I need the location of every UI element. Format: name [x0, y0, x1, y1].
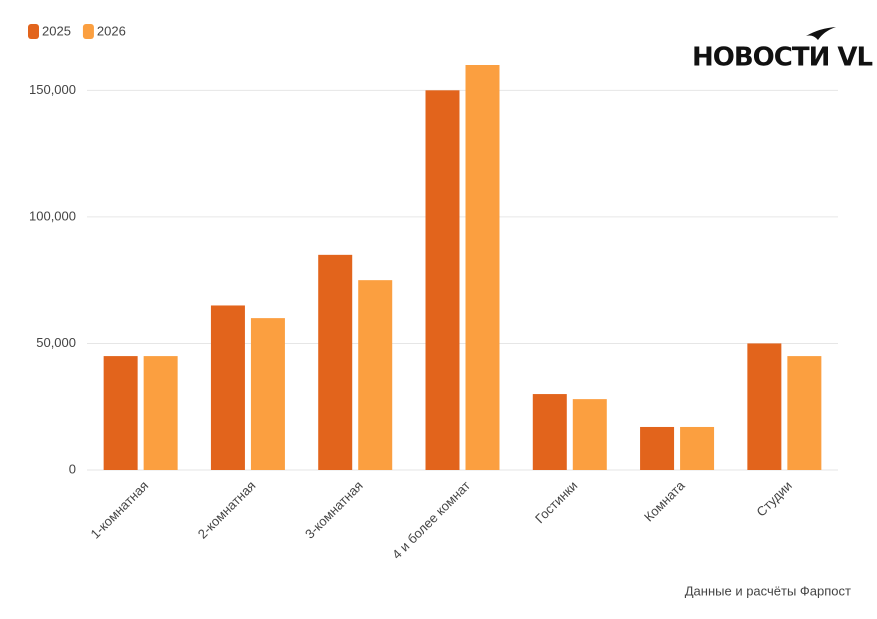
- x-tick-label: Гостинки: [532, 478, 580, 526]
- bar: [787, 356, 822, 470]
- y-tick-label: 100,000: [29, 208, 76, 223]
- y-tick-label: 150,000: [29, 82, 76, 97]
- bar: [250, 318, 285, 470]
- bar: [465, 65, 500, 470]
- bar: [210, 305, 245, 470]
- bar: [103, 356, 138, 470]
- x-tick-label: 3-комнатная: [302, 478, 366, 542]
- bar: [358, 280, 393, 470]
- bar: [572, 399, 607, 470]
- legend-swatch: [28, 24, 39, 39]
- y-tick-label: 0: [69, 461, 76, 476]
- y-tick-label: 50,000: [36, 335, 76, 350]
- legend-swatch: [82, 24, 94, 39]
- bar: [680, 426, 715, 470]
- source-note: Данные и расчёты Фарпост: [685, 583, 851, 598]
- bar: [747, 343, 782, 470]
- bar: [425, 90, 460, 470]
- bar: [143, 356, 178, 470]
- legend-label: 2025: [42, 23, 71, 38]
- bar: [640, 426, 675, 470]
- bar: [532, 394, 567, 470]
- logo-bird: [806, 27, 836, 40]
- x-tick-label: Студии: [753, 478, 794, 519]
- x-tick-label: Комната: [641, 477, 688, 524]
- x-tick-label: 1-комнатная: [87, 478, 151, 542]
- x-tick-label: 2-комнатная: [195, 478, 259, 542]
- x-tick-label: 4 и более комнат: [389, 478, 473, 562]
- logo: НОВОСТИ VL: [692, 43, 873, 73]
- legend-label: 2026: [97, 23, 126, 38]
- bar: [318, 254, 353, 470]
